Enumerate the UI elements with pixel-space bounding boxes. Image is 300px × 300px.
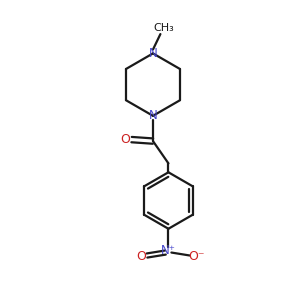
Text: O⁻: O⁻ bbox=[188, 250, 205, 263]
Text: N⁺: N⁺ bbox=[161, 244, 176, 257]
Text: N: N bbox=[148, 47, 157, 60]
Text: N: N bbox=[148, 109, 157, 122]
Text: O: O bbox=[137, 250, 147, 263]
Text: CH₃: CH₃ bbox=[153, 22, 174, 32]
Text: O: O bbox=[120, 133, 130, 146]
